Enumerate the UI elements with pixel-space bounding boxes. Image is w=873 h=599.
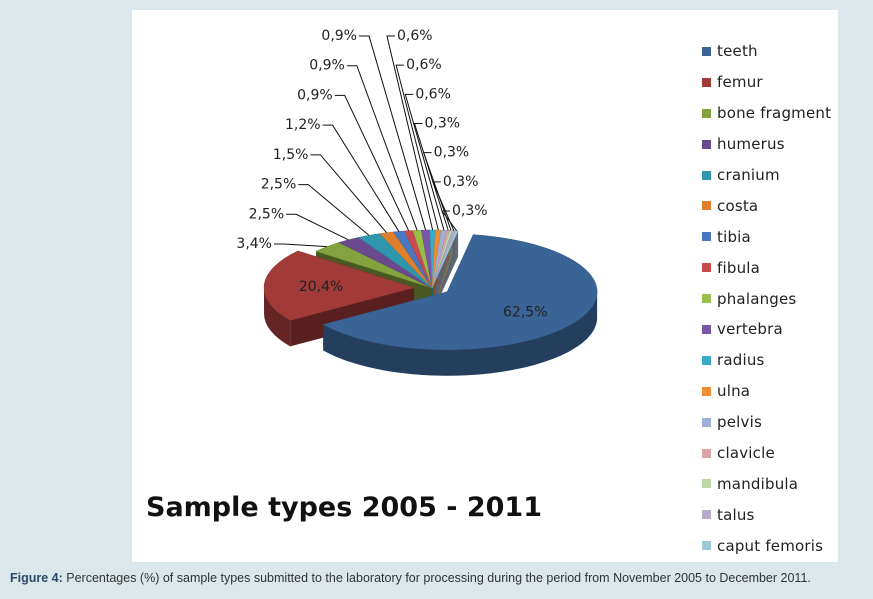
leader-line-caput-femoris — [441, 210, 458, 232]
legend-item: fibula — [702, 252, 831, 283]
data-labels: 62,5% 20,4% 3,4% 2,5% 2,5% 1,5% 1,2% 0,9% 0,9% 0,… — [236, 28, 547, 320]
legend-label: vertebra — [717, 320, 783, 339]
legend-swatch — [702, 108, 711, 118]
data-label-cranium: 2,5% — [261, 177, 297, 193]
legend-label: humerus — [717, 135, 785, 154]
leader-line-tibia — [322, 124, 400, 232]
figure-caption-label: Figure 4: — [10, 571, 63, 585]
legend-item: mandibula — [702, 468, 831, 499]
legend-swatch — [702, 232, 711, 242]
figure-caption-text: Percentages (%) of sample types submitte… — [62, 571, 811, 585]
pie-slices — [263, 229, 598, 376]
legend-label: cranium — [717, 166, 780, 184]
legend-item: humerus — [702, 129, 831, 160]
slice-teeth — [322, 234, 598, 351]
legend-item: tibia — [702, 221, 831, 252]
data-label-vertebra: 0,9% — [321, 28, 357, 44]
legend-item: cranium — [702, 160, 831, 191]
legend-item: clavicle — [702, 438, 831, 469]
data-label-mandibula: 0,3% — [434, 145, 470, 161]
legend-item: costa — [702, 190, 831, 221]
data-label-bone-fragment: 3,4% — [236, 236, 272, 252]
data-label-clavicle: 0,3% — [425, 116, 461, 132]
legend-label: clavicle — [717, 444, 775, 463]
legend-swatch — [702, 541, 711, 551]
legend-label: talus — [717, 505, 755, 524]
legend-swatch — [702, 417, 711, 427]
legend-item: vertebra — [702, 314, 831, 345]
legend-swatch — [702, 201, 711, 211]
legend-item: ulna — [702, 376, 831, 407]
legend-swatch — [702, 46, 711, 56]
legend-label: fibula — [717, 258, 761, 277]
pie-chart: 62,5% 20,4% 3,4% 2,5% 2,5% 1,5% 1,2% 0,9% 0,9% 0,… — [236, 28, 598, 376]
leader-line-pelvis — [404, 93, 445, 231]
data-label-humerus: 2,5% — [249, 206, 285, 222]
leader-line-fibula — [334, 94, 410, 231]
legend-label: costa — [717, 196, 759, 215]
legend-label: phalanges — [717, 289, 797, 308]
legend-item: radius — [702, 345, 831, 376]
leader-line-talus — [432, 181, 455, 231]
legend-swatch — [702, 386, 711, 396]
legend-label: teeth — [717, 42, 758, 61]
legend-swatch — [702, 355, 711, 365]
data-label-teeth: 62,5% — [503, 304, 547, 320]
chart-legend: teeth femur bone fragment humerus cranium cos… — [702, 36, 831, 561]
legend-item: talus — [702, 499, 831, 530]
legend-swatch — [702, 294, 711, 304]
data-label-pelvis: 0,6% — [415, 86, 451, 102]
legend-item: caput femoris — [702, 530, 831, 561]
slice-femur — [263, 250, 415, 321]
legend-swatch — [702, 263, 711, 273]
leader-line-clavicle — [413, 123, 449, 231]
leader-line-radius — [386, 35, 434, 231]
data-label-tibia: 1,2% — [285, 117, 321, 133]
legend-item: femur — [702, 67, 831, 98]
data-label-caput-femoris: 0,3% — [452, 203, 488, 219]
legend-swatch — [702, 170, 711, 180]
legend-swatch — [702, 479, 711, 489]
legend-label: femur — [717, 73, 763, 92]
legend-label: caput femoris — [717, 536, 824, 555]
legend-item: phalanges — [702, 283, 831, 314]
leader-line-bone-fragment — [274, 243, 327, 248]
leader-line-cranium — [298, 184, 370, 236]
legend-swatch — [702, 324, 711, 334]
legend-item: teeth — [702, 36, 831, 67]
legend-label: bone fragment — [717, 104, 832, 123]
leader-line-costa — [310, 154, 387, 234]
data-label-costa: 1,5% — [273, 147, 309, 163]
legend-label: mandibula — [717, 474, 799, 493]
legend-swatch — [702, 510, 711, 520]
legend-swatch — [702, 77, 711, 87]
legend-label: tibia — [717, 227, 751, 246]
data-label-ulna: 0,6% — [406, 57, 442, 73]
legend-label: radius — [717, 351, 765, 370]
slice-side-teeth — [323, 291, 598, 376]
figure-caption: Figure 4: Percentages (%) of sample type… — [10, 571, 811, 585]
chart-panel: 62,5% 20,4% 3,4% 2,5% 2,5% 1,5% 1,2% 0,9% 0,9% 0,… — [132, 10, 838, 562]
data-label-phalanges: 0,9% — [309, 58, 345, 74]
slice-side-femur — [264, 287, 291, 347]
leader-line-phalanges — [346, 65, 418, 231]
leader-line-humerus — [286, 213, 349, 241]
leader-line-vertebra — [359, 35, 427, 231]
data-label-talus: 0,3% — [443, 174, 479, 190]
data-label-radius: 0,6% — [397, 28, 433, 44]
legend-swatch — [702, 448, 711, 458]
leader-line-ulna — [395, 64, 439, 231]
legend-item: pelvis — [702, 407, 831, 438]
data-label-femur: 20,4% — [299, 279, 343, 295]
leader-line-mandibula — [422, 152, 452, 231]
legend-label: ulna — [717, 382, 751, 401]
legend-item: bone fragment — [702, 98, 831, 129]
data-label-fibula: 0,9% — [297, 87, 333, 103]
legend-label: pelvis — [717, 413, 762, 432]
chart-title: Sample types 2005 - 2011 — [146, 492, 543, 523]
legend-swatch — [702, 139, 711, 149]
